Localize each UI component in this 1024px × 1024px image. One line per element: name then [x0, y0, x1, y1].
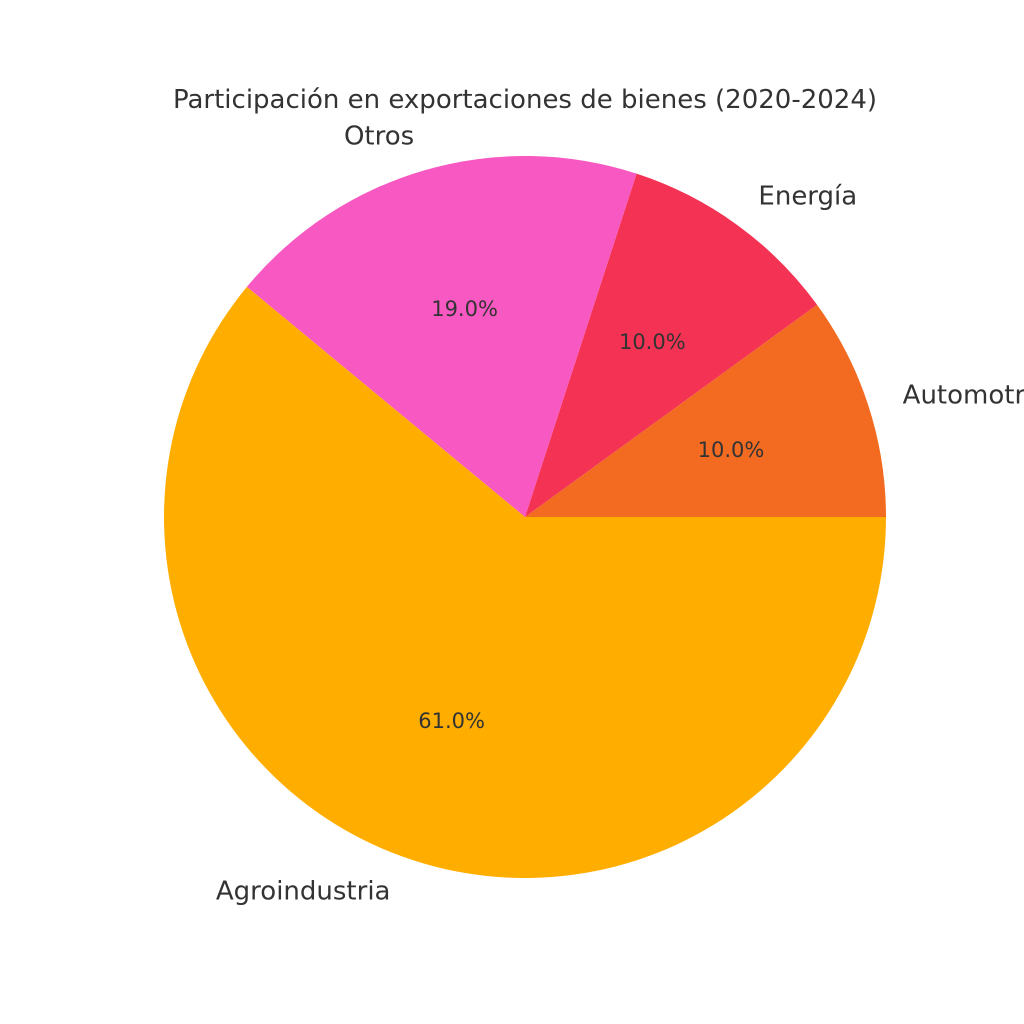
chart-title: Participación en exportaciones de bienes…	[173, 85, 877, 115]
pct-label-otros: 19.0%	[431, 297, 498, 321]
slice-label-otros: Otros	[344, 122, 414, 152]
slice-label-agroindustria: Agroindustria	[216, 877, 391, 907]
pie-labels: 10.0% Automotriz 10.0% Energía 19.0% Otros 61.…	[216, 122, 1024, 907]
pie-slice-agroindustria	[163, 286, 886, 879]
slice-label-energía: Energía	[758, 182, 857, 212]
pct-label-automotriz: 10.0%	[698, 438, 765, 462]
pie-slice-automotriz	[525, 304, 886, 517]
pct-label-agroindustria: 61.0%	[418, 709, 485, 733]
pct-label-energía: 10.0%	[619, 330, 686, 354]
pie-slice-energía	[525, 173, 818, 518]
pie-slice-otros	[246, 156, 637, 518]
slice-label-automotriz: Automotriz	[903, 380, 1024, 410]
pie-slices	[163, 156, 886, 879]
